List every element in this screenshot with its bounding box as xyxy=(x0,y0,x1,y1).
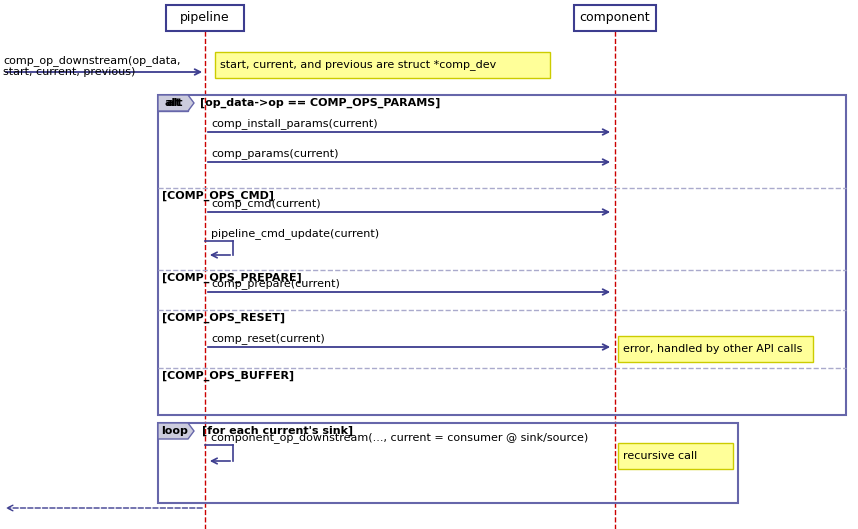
Text: start, current, and previous are struct *comp_dev: start, current, and previous are struct … xyxy=(220,60,496,70)
Text: pipeline_cmd_update(current): pipeline_cmd_update(current) xyxy=(211,228,379,239)
Bar xyxy=(158,423,738,503)
Text: comp_install_params(current): comp_install_params(current) xyxy=(211,118,378,129)
Text: component_op_downstream(..., current = consumer @ sink/source): component_op_downstream(..., current = c… xyxy=(211,432,589,443)
Text: [COMP_OPS_BUFFER]: [COMP_OPS_BUFFER] xyxy=(162,371,294,381)
Bar xyxy=(158,95,846,415)
Text: recursive call: recursive call xyxy=(623,451,698,461)
Text: alt: alt xyxy=(166,98,184,108)
Text: comp_cmd(current): comp_cmd(current) xyxy=(211,198,321,209)
FancyBboxPatch shape xyxy=(618,443,733,469)
Bar xyxy=(166,5,244,31)
Text: [for each current's sink]: [for each current's sink] xyxy=(202,426,353,436)
Text: comp_prepare(current): comp_prepare(current) xyxy=(211,278,340,289)
Text: [op_data->op == COMP_OPS_PARAMS]: [op_data->op == COMP_OPS_PARAMS] xyxy=(200,98,440,108)
Text: comp_reset(current): comp_reset(current) xyxy=(211,333,324,344)
Text: comp_params(current): comp_params(current) xyxy=(211,148,339,159)
Text: [COMP_OPS_CMD]: [COMP_OPS_CMD] xyxy=(162,191,274,201)
Text: comp_op_downstream(op_data,: comp_op_downstream(op_data, xyxy=(3,55,180,66)
Text: component: component xyxy=(580,12,650,24)
Polygon shape xyxy=(158,95,194,111)
Text: [COMP_OPS_PREPARE]: [COMP_OPS_PREPARE] xyxy=(162,273,302,283)
Text: [COMP_OPS_RESET]: [COMP_OPS_RESET] xyxy=(162,313,285,323)
Text: error, handled by other API calls: error, handled by other API calls xyxy=(623,344,802,354)
FancyBboxPatch shape xyxy=(618,336,813,362)
Bar xyxy=(574,5,656,31)
Polygon shape xyxy=(158,423,194,439)
Text: alt: alt xyxy=(165,98,181,108)
Text: pipeline: pipeline xyxy=(180,12,230,24)
FancyBboxPatch shape xyxy=(215,52,550,78)
Text: loop: loop xyxy=(161,426,189,436)
Bar xyxy=(158,95,188,111)
Text: start, current, previous): start, current, previous) xyxy=(3,67,136,77)
